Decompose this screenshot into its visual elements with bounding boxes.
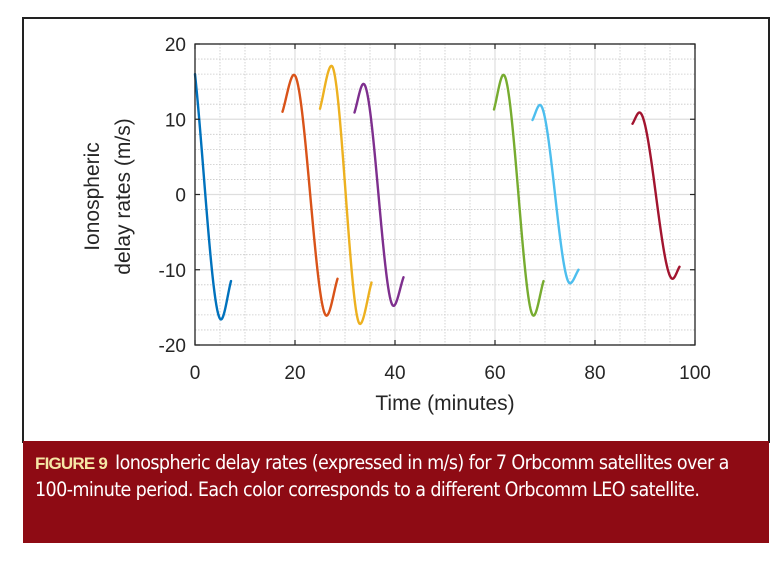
- axis-ticks: [194, 43, 696, 346]
- x-tick-labels: 0 20 40 60 80 100: [190, 363, 711, 384]
- x-tick-label: 100: [679, 363, 711, 384]
- y-tick-label: -10: [159, 261, 186, 282]
- x-tick-label: 80: [584, 363, 605, 384]
- y-axis-title-line-2: delay rates (m/s): [112, 118, 135, 274]
- series-line-satellite-3: [318, 64, 373, 326]
- series-line-satellite-7: [631, 111, 681, 280]
- series-layer: [193, 64, 681, 326]
- x-tick-label: 0: [190, 363, 201, 384]
- figure-label: FIGURE 9: [35, 454, 108, 473]
- x-tick-label: 20: [284, 363, 305, 384]
- series-line-satellite-5: [492, 73, 545, 317]
- series-line-satellite-4: [353, 82, 405, 308]
- y-tick-labels: -20 -10 0 10 20: [159, 35, 186, 357]
- y-tick-label: 0: [175, 186, 186, 207]
- series-line-satellite-6: [531, 103, 580, 285]
- figure-caption: FIGURE 9 Ionospheric delay rates (express…: [23, 441, 769, 543]
- x-axis-title: Time (minutes): [375, 392, 514, 415]
- caption-text: Ionospheric delay rates (expressed in m/…: [35, 451, 729, 501]
- x-tick-label: 60: [484, 363, 505, 384]
- y-tick-label: -20: [159, 336, 186, 357]
- y-axis-title-line-1: Ionospheric: [81, 142, 104, 251]
- y-tick-label: 20: [165, 35, 186, 56]
- y-tick-label: 10: [165, 110, 186, 131]
- series-line-satellite-2: [281, 73, 339, 317]
- x-tick-label: 40: [384, 363, 405, 384]
- series-line-satellite-1: [193, 72, 233, 321]
